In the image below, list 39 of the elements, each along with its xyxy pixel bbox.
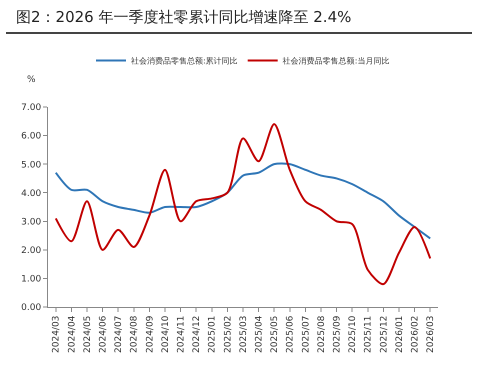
x-tick-label: 2024/09 <box>145 315 156 353</box>
x-tick-label: 2025/02 <box>223 316 234 353</box>
x-tick-label: 2026/01 <box>394 316 405 353</box>
x-tick-label: 2025/11 <box>364 316 374 353</box>
y-tick-label: 6.00 <box>21 132 42 142</box>
x-tick-label: 2025/09 <box>332 315 343 353</box>
y-axis-title: % <box>27 75 36 85</box>
x-tick-label: 2026/03 <box>426 316 436 353</box>
x-tick-label: 2024/04 <box>67 315 78 353</box>
y-tick-label: 4.00 <box>21 188 42 199</box>
y-tick-label: 1.00 <box>21 274 42 285</box>
x-tick-label: 2025/05 <box>270 316 280 353</box>
x-tick-label: 2025/04 <box>254 315 265 353</box>
chart-title: 图2：2026 年一季度社零累计同比增速降至 2.4% <box>6 0 472 34</box>
x-tick-label: 2025/12 <box>379 316 390 353</box>
line-series <box>54 162 432 240</box>
x-tick-label: 2024/12 <box>192 316 202 353</box>
x-tick-label: 2025/08 <box>316 315 327 353</box>
x-tick-label: 2024/11 <box>176 316 187 353</box>
x-tick-label: 2024/03 <box>52 316 62 353</box>
x-tick-label: 2025/06 <box>286 315 296 353</box>
line-series <box>54 123 432 286</box>
x-tick-label: 2024/07 <box>114 316 124 353</box>
legend-label: 社会消费品零售总额:累计同比 <box>131 56 238 66</box>
x-tick-label: 2024/06 <box>98 315 109 353</box>
y-tick-label: 0.00 <box>21 303 42 314</box>
x-tick-label: 2024/10 <box>160 315 171 353</box>
x-tick-label: 2025/03 <box>238 316 249 353</box>
x-tick-label: 2025/10 <box>348 315 358 353</box>
x-tick-label: 2025/07 <box>301 316 312 353</box>
y-tick-label: 7.00 <box>21 103 42 114</box>
y-tick-label: 5.00 <box>21 160 42 170</box>
y-tick-label: 2.00 <box>21 246 42 256</box>
legend-label: 社会消费品零售总额:当月同比 <box>282 56 390 66</box>
y-tick-label: 3.00 <box>21 217 42 228</box>
x-tick-label: 2024/08 <box>130 315 140 353</box>
x-tick-label: 2026/02 <box>410 316 421 353</box>
x-tick-label: 2024/05 <box>82 316 93 353</box>
x-tick-label: 2025/01 <box>208 316 218 353</box>
